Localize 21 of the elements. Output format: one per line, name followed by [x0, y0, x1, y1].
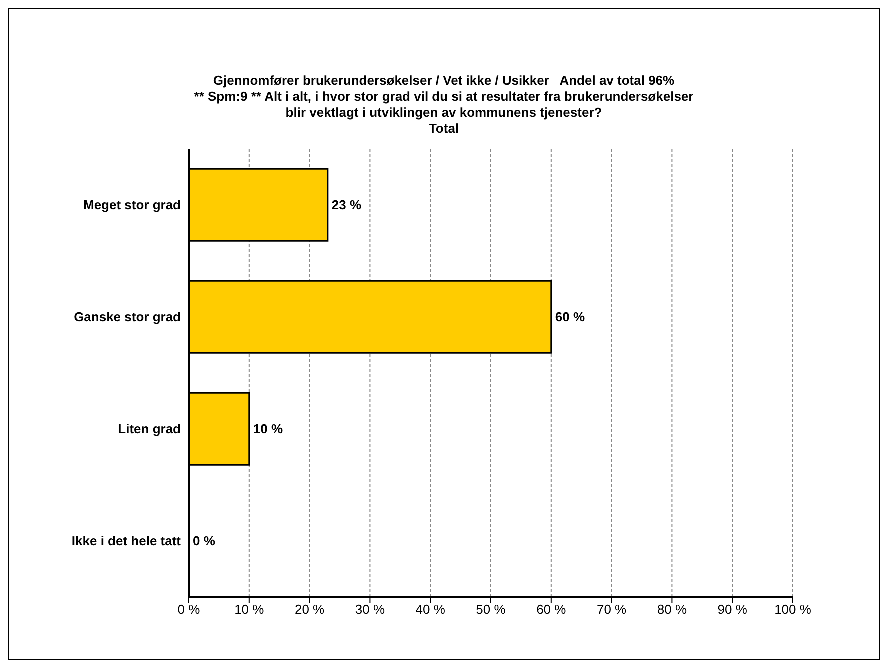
x-tick-label: 60 %: [536, 602, 567, 618]
data-label: 0 %: [193, 534, 216, 549]
x-tick-label: 30 %: [355, 602, 386, 618]
x-tick-label: 90 %: [718, 602, 748, 618]
chart-subtitle: ** Spm:9 ** Alt i alt, i hvor stor grad vil du si at resultater fra brukerundersøkelser blir vektlagt i utviklingen av kommunens tjenester? Total: [193, 89, 695, 137]
x-tick-label: 70 %: [596, 602, 628, 618]
y-tick-label: Liten grad: [118, 422, 182, 437]
x-tick-label: 20 %: [294, 602, 326, 618]
x-tick-label: 50 %: [476, 602, 506, 618]
chart-title: Gjennomfører brukerundersøkelser / Vet ikke / Usikker Andel av total 96%: [212, 73, 676, 89]
y-tick-label: Ganske stor grad: [74, 310, 182, 325]
x-tick-label: 40 %: [416, 602, 446, 618]
data-label: 23 %: [332, 198, 362, 213]
x-tick-label: 80 %: [657, 602, 688, 618]
data-label: 10 %: [253, 422, 284, 437]
x-tick-label: 100 %: [774, 602, 812, 618]
data-label: 60 %: [555, 310, 586, 325]
x-tick-label: 10 %: [234, 602, 265, 618]
x-tick-label: 0 %: [178, 602, 201, 618]
y-tick-label: Ikke i det hele tatt: [72, 534, 182, 549]
y-tick-label: Meget stor grad: [83, 198, 182, 213]
